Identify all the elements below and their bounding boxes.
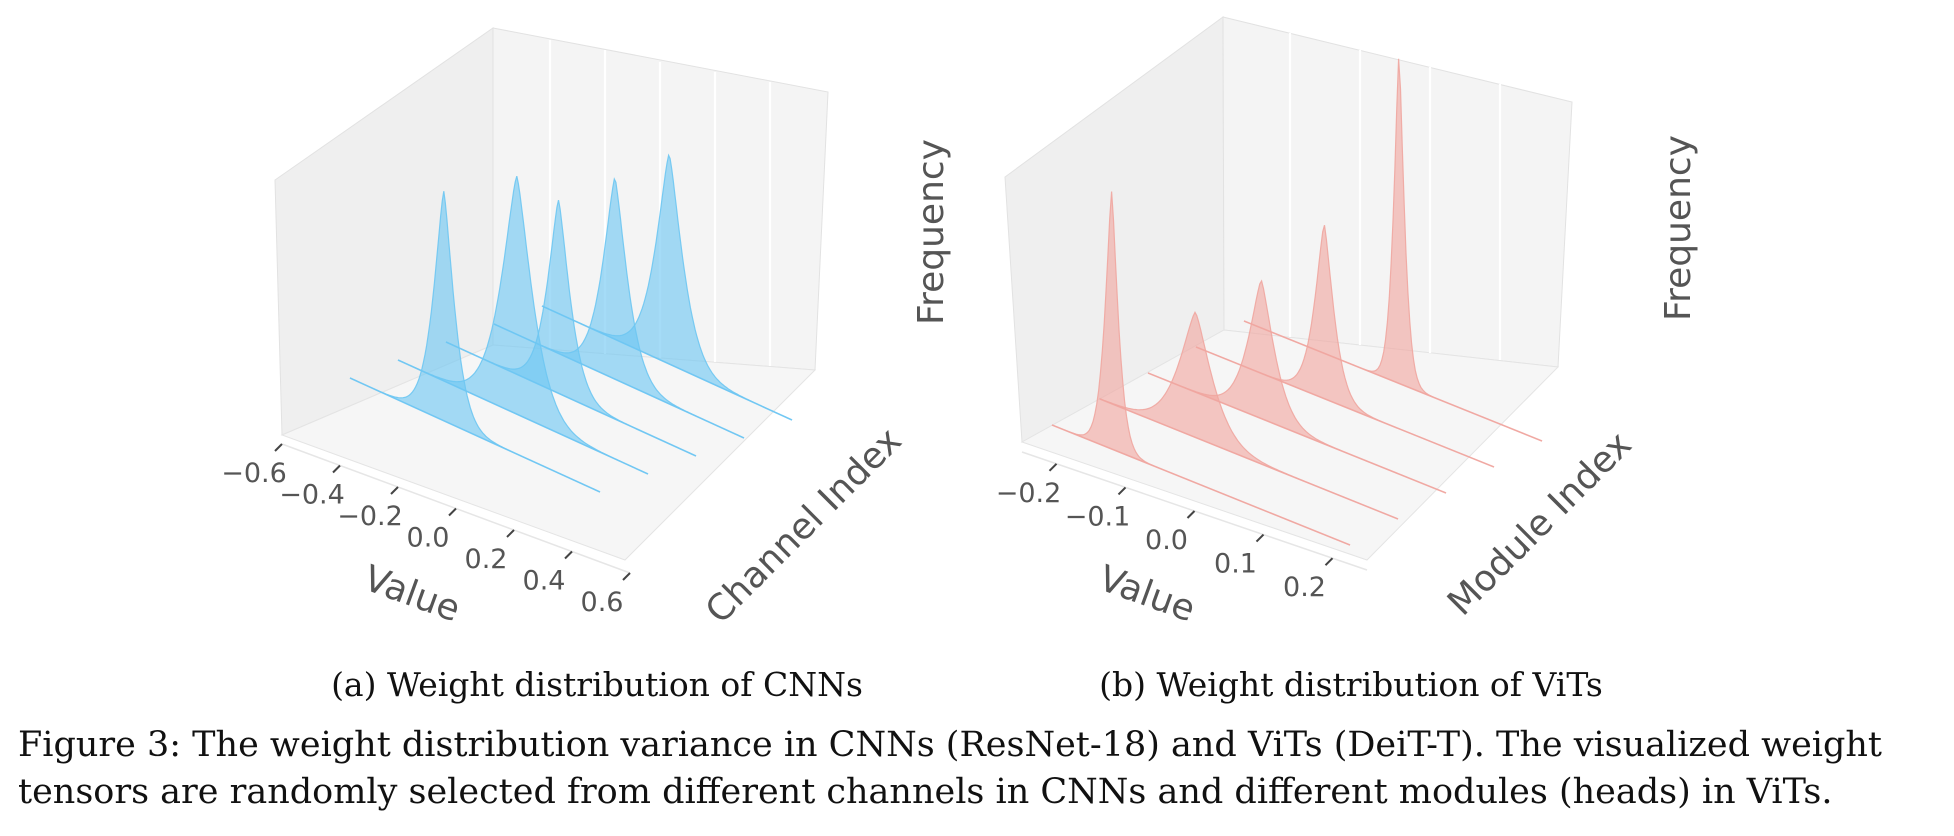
vit-x-tick-label: 0.0 — [1145, 525, 1188, 556]
cnn-x-axis-label: Value — [358, 558, 465, 630]
vit-ridge-baseline-5 — [1243, 320, 1543, 442]
cnn-x-tick-mark — [390, 486, 399, 495]
vit-x-tick-mark — [1186, 510, 1196, 519]
cnn-x-tick-mark — [622, 572, 631, 581]
cnn-x-tick-label: 0.6 — [581, 587, 624, 618]
cnn-x-tick-mark — [564, 550, 573, 560]
vit-ridge-baseline-2 — [1099, 398, 1399, 520]
vit-z-axis-label: Frequency — [1658, 135, 1699, 321]
vit-x-axis-label: Value — [1093, 558, 1200, 630]
cnn-x-tick-label: 0.4 — [523, 566, 566, 597]
cnn-x-tick-label: 0.2 — [465, 544, 508, 575]
cnn-x-tick-label: −0.6 — [221, 458, 287, 489]
cnn-x-tick-mark — [506, 529, 515, 538]
cnn-subcaption: (a) Weight distribution of CNNs — [331, 665, 863, 704]
cnn-x-tick-label: 0.0 — [407, 523, 450, 554]
cnn-x-tick-label: −0.4 — [279, 480, 345, 511]
cnn-ridge-baseline-1 — [349, 377, 601, 493]
figure-caption-line-2: tensors are randomly selected from diffe… — [18, 772, 1833, 812]
cnn-histogram-ridges — [349, 153, 793, 493]
vit-subcaption: (b) Weight distribution of ViTs — [1099, 665, 1603, 704]
vit-chart-panel: −0.2−0.10.00.10.2 Value Module Index Fre… — [996, 16, 1699, 704]
vit-x-tick-mark — [1255, 533, 1265, 543]
cnn-ridge-baseline-5 — [541, 305, 793, 421]
vit-floor-pane — [1020, 329, 1560, 561]
cnn-x-tick-mark — [448, 507, 457, 517]
figure-caption: Figure 3: The weight distribution varian… — [18, 722, 1948, 816]
vit-x-tick-mark — [1048, 463, 1058, 472]
vit-x-tick-label: −0.1 — [1065, 501, 1131, 532]
cnn-chart-panel: −0.6−0.4−0.20.00.20.40.6 Value Channel I… — [221, 27, 952, 704]
vit-x-axis: −0.2−0.1 0.0 0.1 0.2 — [996, 451, 1368, 603]
vit-x-tick-mark — [1117, 486, 1127, 496]
figure-caption-line-1: Figure 3: The weight distribution varian… — [18, 725, 1882, 765]
cnn-x-tick-mark — [274, 443, 283, 452]
vit-x-tick-label: 0.2 — [1283, 572, 1326, 603]
vit-x-tick-label: 0.1 — [1214, 549, 1257, 580]
cnn-z-axis-label: Frequency — [911, 139, 952, 325]
vit-x-tick-mark — [1324, 557, 1334, 566]
cnn-x-tick-mark — [332, 464, 341, 474]
cnn-x-tick-label: −0.2 — [337, 501, 403, 532]
vit-histogram-ridges — [1051, 58, 1543, 546]
vit-ridge-baseline-1 — [1051, 424, 1351, 546]
vit-grid-lines — [1288, 33, 1502, 360]
vit-x-tick-label: −0.2 — [996, 478, 1062, 509]
cnn-x-axis: −0.6−0.4−0.20.0 0.2 0.4 0.6 — [221, 443, 631, 618]
